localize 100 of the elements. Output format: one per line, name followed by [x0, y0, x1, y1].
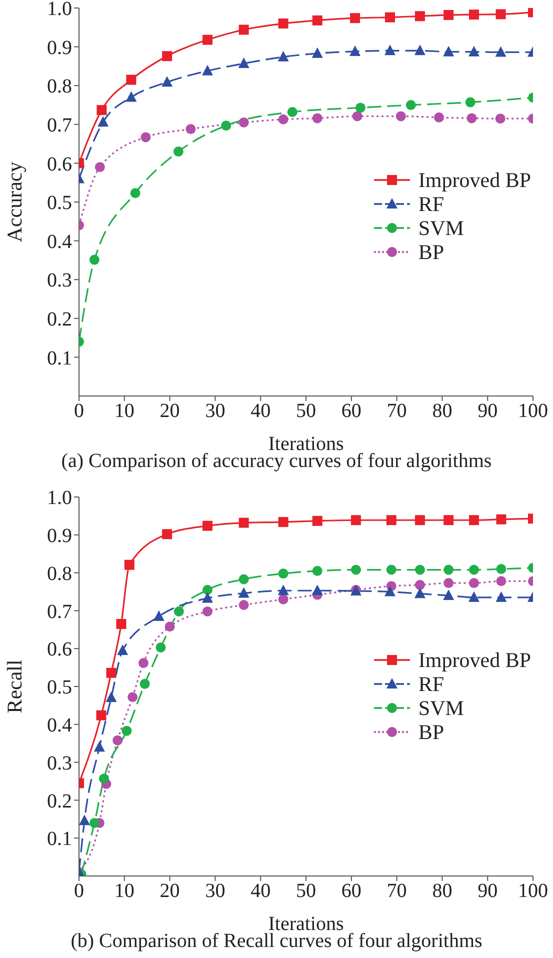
point	[174, 606, 184, 616]
point	[312, 516, 322, 526]
point	[468, 578, 479, 588]
point	[202, 592, 213, 603]
point	[468, 10, 479, 20]
legend-label: RF	[418, 192, 444, 216]
point	[350, 45, 361, 56]
point	[138, 658, 148, 668]
point	[468, 515, 479, 526]
point	[94, 741, 105, 752]
point	[466, 113, 477, 124]
point	[96, 105, 107, 116]
point	[130, 188, 140, 198]
y-tick-label: 0.1	[47, 347, 72, 370]
point	[140, 678, 150, 689]
legend-label: RF	[418, 672, 444, 696]
y-tick-label: 0.4	[47, 714, 72, 736]
legend-label: Improved BP	[418, 648, 531, 672]
x-tick-label: 40	[250, 880, 271, 902]
point	[312, 113, 322, 124]
y-tick-label: 0.6	[47, 153, 72, 176]
x-tick-label: 50	[296, 400, 316, 422]
x-tick-label: 70	[386, 400, 407, 422]
point	[384, 586, 396, 596]
point	[414, 515, 425, 526]
point	[126, 74, 136, 85]
point	[468, 564, 479, 575]
point	[414, 580, 425, 590]
point	[156, 642, 166, 652]
point	[221, 120, 232, 131]
x-tick-label: 80	[432, 400, 452, 422]
point	[434, 112, 444, 122]
x-tick-label: 50	[296, 880, 316, 902]
x-tick-label: 90	[478, 880, 498, 902]
y-tick-label: 0.2	[47, 308, 72, 330]
point	[414, 588, 426, 598]
point	[238, 117, 249, 128]
point	[116, 618, 126, 629]
point	[94, 162, 105, 172]
legend-label: BP	[418, 240, 444, 264]
point	[202, 64, 213, 76]
point	[278, 50, 289, 62]
point	[186, 124, 196, 134]
y-tick-label: 1.0	[47, 0, 72, 20]
point	[350, 13, 360, 24]
point	[98, 116, 109, 127]
x-tick-label: 30	[205, 880, 226, 902]
point	[162, 529, 172, 540]
x-tick-label: 40	[250, 400, 271, 422]
point	[312, 47, 323, 58]
point	[384, 44, 396, 56]
point	[278, 517, 288, 528]
y-tick-label: 0.8	[47, 562, 72, 585]
point	[287, 106, 298, 117]
text: (b) Comparison of Recall curves of four algorithms	[70, 930, 484, 953]
y-tick-label: 0.3	[47, 752, 72, 774]
point	[443, 46, 454, 56]
point	[465, 97, 476, 108]
point	[312, 584, 323, 596]
x-tick-label: 20	[160, 880, 180, 902]
legend-label: BP	[418, 720, 444, 744]
point	[202, 606, 212, 616]
point	[106, 691, 117, 702]
point	[312, 566, 322, 576]
x-tick-label: 100	[518, 880, 548, 902]
point	[112, 735, 123, 746]
legend-label: Improved BP	[418, 168, 531, 192]
point	[126, 91, 137, 102]
point	[414, 11, 425, 22]
x-tick-label: 10	[114, 880, 134, 902]
point	[164, 622, 175, 632]
point	[278, 18, 288, 29]
point	[162, 51, 172, 62]
x-tick-label: 30	[205, 400, 226, 422]
point	[386, 564, 396, 575]
x-tick-label: 0	[74, 880, 84, 902]
y-tick-label: 0.9	[47, 36, 72, 59]
point	[238, 57, 250, 68]
point	[352, 111, 362, 122]
point	[202, 520, 212, 531]
point	[350, 564, 361, 575]
point	[117, 644, 128, 655]
point	[496, 9, 506, 20]
point	[202, 34, 212, 45]
y-axis-title: Recall	[2, 660, 26, 714]
point	[238, 518, 249, 528]
y-tick-label: 0.5	[47, 676, 72, 699]
point	[96, 710, 106, 720]
point	[79, 814, 90, 826]
y-tick-label: 0.1	[47, 828, 72, 850]
x-tick-label: 100	[518, 400, 548, 422]
point	[495, 114, 506, 124]
y-tick-label: 0.8	[47, 76, 72, 98]
y-tick-label: 0.2	[47, 790, 72, 812]
y-tick-label: 0.3	[47, 270, 72, 292]
x-tick-label: 0	[74, 400, 84, 422]
point	[496, 576, 506, 586]
point	[396, 111, 406, 122]
point	[406, 100, 416, 110]
point	[386, 515, 396, 526]
